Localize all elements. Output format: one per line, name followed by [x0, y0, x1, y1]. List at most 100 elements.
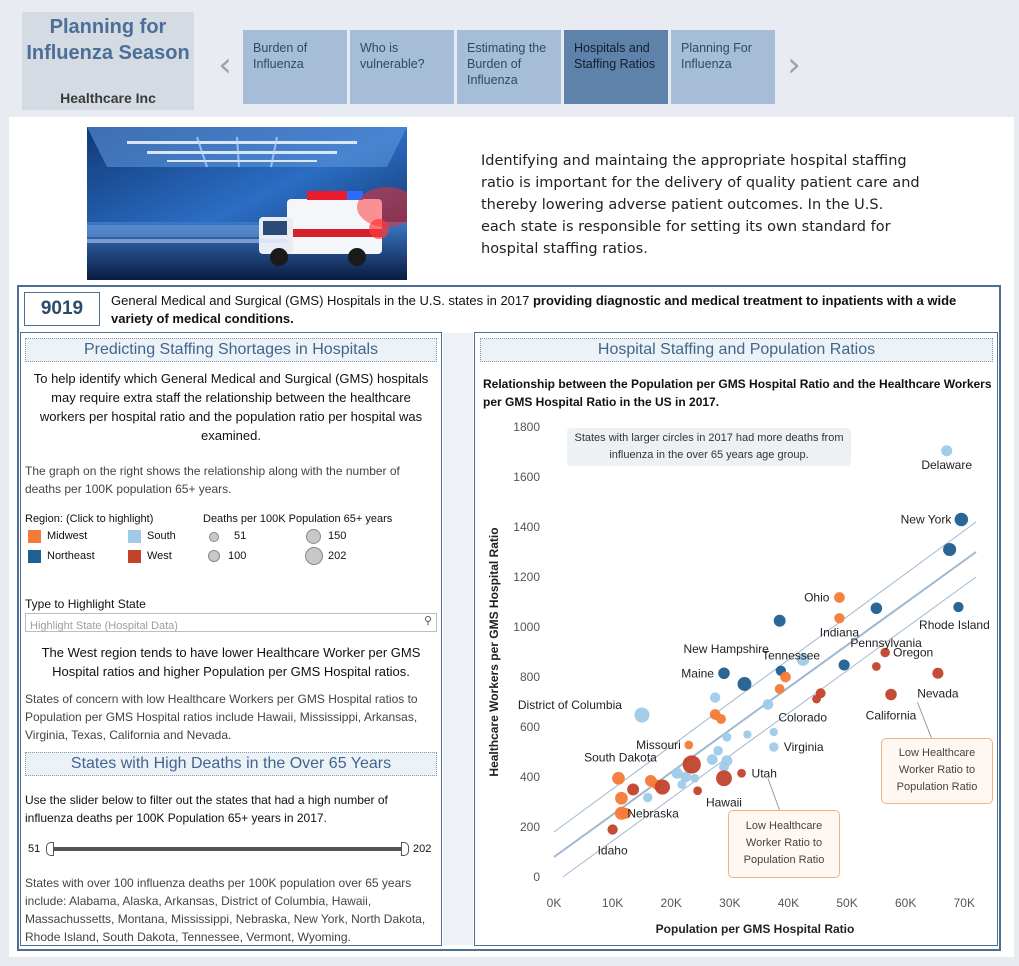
- point-label: California: [866, 709, 917, 723]
- annotation-low-ratio-2: Low Healthcare Worker Ratio to Populatio…: [728, 810, 840, 878]
- legend-label-midwest[interactable]: Midwest: [47, 530, 88, 542]
- data-point: [710, 692, 721, 703]
- point-label: Colorado: [778, 710, 827, 724]
- tab-burden-of-influenza[interactable]: Burden of Influenza: [243, 30, 347, 104]
- y-tick-label: 1800: [513, 420, 540, 434]
- data-point: [943, 542, 957, 557]
- legend-label-south[interactable]: South: [147, 530, 176, 542]
- large-circles-note: States with larger circles in 2017 had m…: [567, 428, 851, 466]
- data-point: [693, 786, 702, 796]
- highlight-state-input[interactable]: [26, 617, 406, 635]
- data-point: [941, 445, 953, 457]
- tab-estimating-burden[interactable]: Estimating the Burden of Influenza: [457, 30, 561, 104]
- size-circle-100: [208, 550, 220, 562]
- x-tick-label: 0K: [547, 896, 562, 910]
- point-label: Rhode Island: [919, 618, 990, 632]
- data-point: [953, 601, 964, 613]
- data-point: [769, 727, 778, 737]
- x-tick-label: 10K: [602, 896, 623, 910]
- data-point: [780, 671, 791, 683]
- point-label: Nebraska: [627, 806, 679, 820]
- data-point: [682, 755, 701, 774]
- slider-max-handle[interactable]: [401, 842, 409, 856]
- data-point: [838, 659, 850, 671]
- data-point: [932, 667, 944, 679]
- data-point: [743, 730, 752, 739]
- point-label: Nevada: [917, 686, 959, 700]
- highlight-state-search[interactable]: ⚲: [25, 613, 437, 635]
- data-point: [769, 742, 779, 752]
- chevron-right-icon[interactable]: ›: [787, 45, 801, 85]
- deaths-range-slider[interactable]: [48, 847, 406, 851]
- point-label: Missouri: [636, 738, 681, 752]
- search-icon[interactable]: ⚲: [423, 614, 432, 627]
- point-label: Virginia: [784, 740, 824, 754]
- legend-swatch-south[interactable]: [128, 530, 141, 543]
- data-point: [872, 662, 881, 671]
- legend-swatch-northeast[interactable]: [28, 550, 41, 563]
- point-label: New Hampshire: [683, 642, 769, 656]
- y-tick-label: 800: [520, 670, 540, 684]
- graph-note: The graph on the right shows the relatio…: [25, 464, 400, 496]
- size-circle-202: [305, 547, 323, 565]
- data-point: [627, 783, 640, 796]
- legend-swatch-midwest[interactable]: [28, 530, 41, 543]
- y-tick-label: 1200: [513, 570, 540, 584]
- gms-description: General Medical and Surgical (GMS) Hospi…: [111, 292, 991, 328]
- predicting-text: To help identify which General Medical a…: [33, 371, 429, 443]
- point-label: Tennessee: [762, 649, 820, 663]
- west-note: The West region tends to have lower Heal…: [41, 645, 421, 679]
- panel-gutter: [443, 333, 473, 945]
- y-axis-label: Healthcare Workers per GMS Hospital Rati…: [487, 527, 501, 776]
- tab-hospitals-staffing[interactable]: Hospitals and Staffing Ratios: [564, 30, 668, 104]
- data-point: [722, 732, 732, 742]
- data-point: [812, 694, 821, 704]
- data-point: [713, 745, 723, 756]
- x-tick-label: 40K: [778, 896, 799, 910]
- concern-note: States of concern with low Healthcare Wo…: [25, 692, 418, 742]
- tab-planning-for-influenza[interactable]: Planning For Influenza: [671, 30, 775, 104]
- data-point: [885, 688, 897, 701]
- gms-description-bold: providing diagnostic and medical treatme…: [111, 293, 957, 326]
- legend-label-northeast[interactable]: Northeast: [47, 550, 95, 562]
- size-label-202: 202: [328, 550, 347, 562]
- data-point: [716, 714, 726, 724]
- right-panel-frame: [474, 332, 998, 946]
- legend-label-west[interactable]: West: [147, 550, 172, 562]
- point-label: District of Columbia: [518, 698, 622, 712]
- data-point: [677, 780, 687, 789]
- size-circle-150: [306, 529, 321, 544]
- data-point: [716, 770, 732, 787]
- annotation-low-ratio-1: Low Healthcare Worker Ratio to Populatio…: [881, 738, 993, 804]
- deaths-legend-title: Deaths per 100K Population 65+ years: [203, 513, 393, 525]
- data-point: [684, 740, 694, 750]
- data-point: [719, 762, 729, 772]
- data-point: [671, 767, 683, 779]
- legend-swatch-west[interactable]: [128, 550, 141, 563]
- scatter-chart: 0 200 400 600 800 1000 1200 1400 1600 1800 0K 10K 20…: [487, 420, 990, 936]
- x-tick-label: 70K: [954, 896, 975, 910]
- point-label: Indiana: [820, 625, 860, 639]
- point-label: South Dakota: [584, 750, 657, 764]
- data-point: [634, 707, 650, 723]
- point-label: Hawaii: [706, 795, 742, 809]
- tab-who-is-vulnerable[interactable]: Who is vulnerable?: [350, 30, 454, 104]
- point-label: Delaware: [921, 458, 972, 472]
- dashboard-title-box: Planning for Influenza Season Healthcare…: [22, 12, 194, 110]
- x-axis-label: Population per GMS Hospital Ratio: [656, 922, 855, 936]
- data-point: [737, 768, 746, 778]
- slider-min-handle[interactable]: [46, 842, 54, 856]
- ambulance-hero-image: [87, 127, 407, 280]
- hospital-count: 9019: [24, 292, 100, 326]
- data-point: [718, 667, 730, 679]
- chevron-left-icon[interactable]: ‹: [218, 45, 232, 85]
- data-point: [690, 773, 700, 783]
- data-point: [737, 677, 752, 691]
- company-name: Healthcare Inc: [60, 90, 156, 106]
- chart-subtitle: Relationship between the Population per …: [483, 377, 992, 409]
- point-label: Utah: [752, 766, 777, 780]
- y-tick-label: 200: [520, 820, 540, 834]
- region-legend-title: Region: (Click to highlight): [25, 513, 154, 525]
- search-label: Type to Highlight State: [25, 597, 146, 611]
- size-circle-51: [209, 532, 219, 542]
